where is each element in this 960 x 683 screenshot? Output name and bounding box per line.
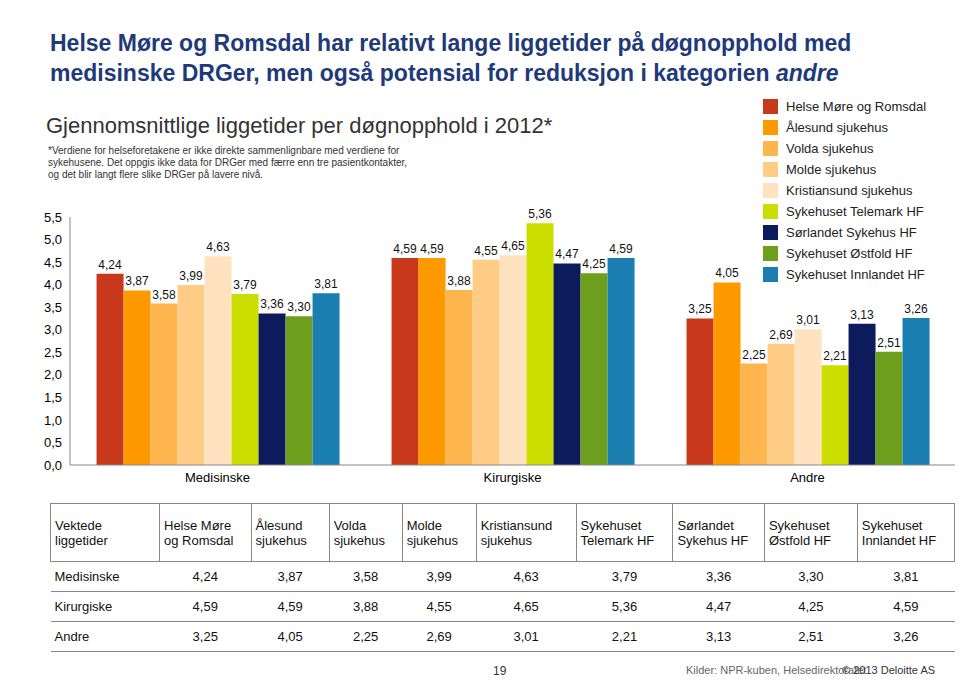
html-text:Volda sjukehus: Volda sjukehus bbox=[333, 517, 385, 548]
html-text:4,59: 4,59 bbox=[277, 599, 303, 614]
html-text:Kirurgiske: Kirurgiske bbox=[54, 599, 113, 614]
html-text:4,65: 4,65 bbox=[513, 599, 539, 614]
html-text:Sykehuset Telemark HF: Sykehuset Telemark HF bbox=[786, 204, 924, 219]
svg-text:5,0: 5,0 bbox=[44, 232, 62, 247]
html-text:3,36: 3,36 bbox=[706, 569, 732, 584]
html-text:5,36: 5,36 bbox=[611, 599, 638, 614]
svg-text:4,47: 4,47 bbox=[555, 247, 579, 261]
html-text:Ålesund sjukehus: Ålesund sjukehus bbox=[255, 517, 307, 548]
html-text:Gjennomsnittlige liggetider pe: Gjennomsnittlige liggetider per døgnopph… bbox=[46, 113, 553, 138]
svg-text:Medisinske: Medisinske bbox=[185, 470, 250, 485]
svg-text:2,25: 2,25 bbox=[742, 348, 766, 362]
html-text:Medisinske: Medisinske bbox=[54, 569, 120, 584]
html-text:3,25: 3,25 bbox=[192, 629, 218, 644]
html-text:© 2013 Deloitte AS: © 2013 Deloitte AS bbox=[842, 664, 936, 676]
html-text:4,59: 4,59 bbox=[192, 599, 218, 614]
svg-text:5,36: 5,36 bbox=[528, 207, 552, 221]
svg-text:2,5: 2,5 bbox=[44, 345, 62, 360]
svg-text:4,25: 4,25 bbox=[582, 257, 606, 271]
html-text:2,51: 2,51 bbox=[798, 629, 824, 644]
svg-text:2,21: 2,21 bbox=[823, 349, 847, 363]
html-text:Kristiansund sjukehus: Kristiansund sjukehus bbox=[786, 183, 913, 198]
html-text:Vektede liggetider: Vektede liggetider bbox=[55, 517, 108, 548]
svg-text:3,58: 3,58 bbox=[152, 288, 176, 302]
html-text:*Verdiene for helseforetakene: *Verdiene for helseforetakene er ikke di… bbox=[48, 145, 408, 180]
html-text:Helse Møre og Romsdal: Helse Møre og Romsdal bbox=[164, 517, 234, 548]
svg-text:Andre: Andre bbox=[790, 470, 825, 485]
html-text:Andre: Andre bbox=[54, 629, 90, 644]
html-text:Helse Møre og Romsdal har rela: Helse Møre og Romsdal har relativt lange… bbox=[50, 30, 852, 86]
html-text:Sykehuset Innlandet HF: Sykehuset Innlandet HF bbox=[786, 267, 925, 282]
html-text:Sykehuset Østfold HF: Sykehuset Østfold HF bbox=[768, 517, 832, 548]
html-text:4,63: 4,63 bbox=[513, 569, 539, 584]
svg-text:4,5: 4,5 bbox=[44, 255, 62, 270]
html-text:Kristiansund sjukehus: Kristiansund sjukehus bbox=[480, 517, 553, 548]
svg-text:1,5: 1,5 bbox=[44, 390, 62, 405]
svg-text:1,0: 1,0 bbox=[44, 413, 62, 428]
html-text:4,05: 4,05 bbox=[277, 629, 303, 644]
html-text:3,79: 3,79 bbox=[611, 569, 638, 584]
svg-text:4,59: 4,59 bbox=[609, 242, 633, 256]
svg-text:3,0: 3,0 bbox=[44, 322, 62, 337]
svg-text:4,65: 4,65 bbox=[501, 239, 525, 253]
html-text:Volda sjukehus: Volda sjukehus bbox=[786, 141, 874, 156]
svg-text:3,25: 3,25 bbox=[688, 302, 712, 316]
svg-text:Kirurgiske: Kirurgiske bbox=[484, 470, 542, 485]
svg-text:3,30: 3,30 bbox=[287, 300, 311, 314]
html-text:2,21: 2,21 bbox=[611, 629, 638, 644]
svg-text:3,99: 3,99 bbox=[179, 269, 203, 283]
svg-text:0,0: 0,0 bbox=[44, 458, 62, 473]
svg-text:4,59: 4,59 bbox=[393, 242, 417, 256]
svg-text:3,01: 3,01 bbox=[796, 313, 820, 327]
svg-text:3,36: 3,36 bbox=[260, 297, 284, 311]
html-text:3,81: 3,81 bbox=[893, 569, 919, 584]
svg-text:4,05: 4,05 bbox=[715, 266, 739, 280]
svg-text:4,0: 4,0 bbox=[44, 277, 62, 292]
html-text:Sørlandet Sykehus HF: Sørlandet Sykehus HF bbox=[677, 517, 749, 548]
svg-text:3,26: 3,26 bbox=[904, 302, 928, 316]
svg-text:3,88: 3,88 bbox=[447, 274, 471, 288]
html-text:2,69: 2,69 bbox=[426, 629, 452, 644]
svg-text:3,13: 3,13 bbox=[850, 308, 874, 322]
html-text:3,88: 3,88 bbox=[353, 599, 379, 614]
html-text:3,58: 3,58 bbox=[353, 569, 379, 584]
html-text:3,99: 3,99 bbox=[426, 569, 452, 584]
html-text:2,25: 2,25 bbox=[353, 629, 379, 644]
html-text:Sørlandet Sykehus HF: Sørlandet Sykehus HF bbox=[786, 225, 917, 240]
html-text:Sykehuset Innlandet HF: Sykehuset Innlandet HF bbox=[861, 517, 937, 548]
svg-text:5,5: 5,5 bbox=[44, 210, 62, 225]
html-text:3,01: 3,01 bbox=[513, 629, 539, 644]
svg-text:4,55: 4,55 bbox=[474, 244, 498, 258]
html-text:4,25: 4,25 bbox=[798, 599, 824, 614]
svg-text:2,69: 2,69 bbox=[769, 328, 793, 342]
html-text:3,26: 3,26 bbox=[893, 629, 919, 644]
html-text:4,47: 4,47 bbox=[706, 599, 732, 614]
svg-text:3,5: 3,5 bbox=[44, 300, 62, 315]
svg-text:3,79: 3,79 bbox=[233, 278, 257, 292]
svg-text:3,87: 3,87 bbox=[125, 274, 149, 288]
html-text:Molde sjukehus: Molde sjukehus bbox=[786, 162, 877, 177]
html-text:3,30: 3,30 bbox=[798, 569, 824, 584]
html-text:Sykehuset Telemark HF: Sykehuset Telemark HF bbox=[580, 517, 655, 548]
svg-text:2,51: 2,51 bbox=[877, 336, 901, 350]
svg-text:3,81: 3,81 bbox=[314, 277, 338, 291]
html-text:3,87: 3,87 bbox=[277, 569, 303, 584]
html-text:19: 19 bbox=[493, 664, 507, 678]
html-text:Ålesund sjukehus: Ålesund sjukehus bbox=[786, 120, 888, 135]
svg-text:4,24: 4,24 bbox=[98, 258, 122, 272]
html-text:3,13: 3,13 bbox=[706, 629, 732, 644]
svg-text:4,59: 4,59 bbox=[420, 242, 444, 256]
html-text:4,55: 4,55 bbox=[426, 599, 452, 614]
svg-text:0,5: 0,5 bbox=[44, 435, 62, 450]
html-text:4,59: 4,59 bbox=[893, 599, 919, 614]
svg-text:2,0: 2,0 bbox=[44, 367, 62, 382]
html-text:4,24: 4,24 bbox=[192, 569, 218, 584]
html-text:Kilder: NPR-kuben, Helsedirekt: Kilder: NPR-kuben, Helsedirektoratet bbox=[686, 664, 867, 676]
svg-text:4,63: 4,63 bbox=[206, 240, 230, 254]
html-text:Helse Møre og Romsdal: Helse Møre og Romsdal bbox=[786, 99, 927, 114]
html-text:Sykehuset Østfold HF: Sykehuset Østfold HF bbox=[786, 246, 913, 261]
html-text:Molde sjukehus: Molde sjukehus bbox=[406, 517, 458, 548]
